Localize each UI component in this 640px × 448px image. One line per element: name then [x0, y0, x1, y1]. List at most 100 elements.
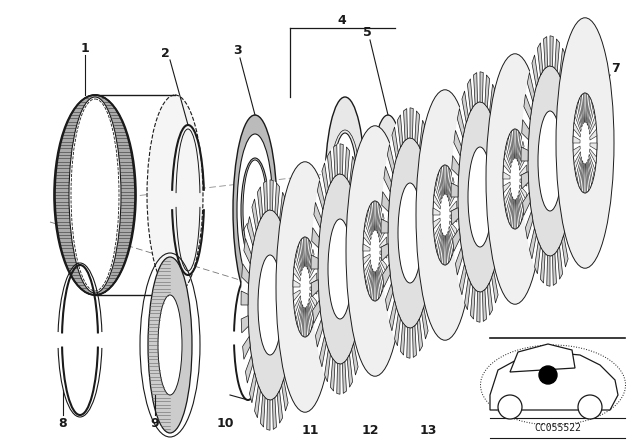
Polygon shape: [445, 236, 447, 265]
Polygon shape: [570, 107, 577, 129]
Polygon shape: [357, 191, 365, 219]
Polygon shape: [523, 192, 530, 215]
Polygon shape: [429, 274, 436, 300]
Polygon shape: [432, 233, 439, 247]
Polygon shape: [430, 121, 575, 213]
Polygon shape: [573, 122, 580, 137]
Polygon shape: [246, 356, 253, 383]
Polygon shape: [380, 257, 387, 272]
Polygon shape: [390, 300, 396, 331]
Polygon shape: [510, 131, 513, 160]
Ellipse shape: [521, 36, 579, 286]
Polygon shape: [372, 271, 374, 301]
Polygon shape: [470, 287, 475, 319]
Polygon shape: [483, 289, 486, 321]
Polygon shape: [404, 108, 408, 140]
Polygon shape: [573, 136, 580, 143]
Polygon shape: [520, 179, 527, 186]
Ellipse shape: [398, 183, 422, 283]
Polygon shape: [300, 239, 303, 268]
Polygon shape: [363, 254, 370, 265]
Ellipse shape: [363, 201, 387, 301]
Polygon shape: [589, 154, 595, 176]
Ellipse shape: [54, 95, 136, 295]
Ellipse shape: [333, 133, 357, 237]
Polygon shape: [415, 111, 420, 143]
Circle shape: [539, 366, 557, 384]
Polygon shape: [440, 167, 444, 196]
Polygon shape: [311, 255, 318, 269]
Polygon shape: [458, 108, 465, 138]
Polygon shape: [270, 180, 273, 211]
Polygon shape: [509, 197, 513, 224]
Text: 10: 10: [216, 417, 234, 430]
Polygon shape: [375, 271, 377, 301]
Polygon shape: [511, 199, 515, 228]
Polygon shape: [255, 385, 260, 418]
Polygon shape: [518, 141, 524, 165]
Polygon shape: [567, 83, 575, 111]
Polygon shape: [282, 379, 288, 411]
Polygon shape: [519, 152, 526, 170]
Polygon shape: [310, 293, 317, 308]
Polygon shape: [381, 192, 389, 212]
Polygon shape: [303, 237, 305, 267]
Polygon shape: [580, 95, 584, 124]
Polygon shape: [310, 273, 317, 284]
Text: 12: 12: [361, 423, 379, 436]
Polygon shape: [577, 101, 582, 127]
Polygon shape: [516, 198, 520, 227]
Polygon shape: [241, 291, 248, 305]
Polygon shape: [521, 172, 529, 189]
Polygon shape: [506, 193, 512, 217]
Ellipse shape: [378, 146, 398, 234]
Ellipse shape: [458, 102, 502, 292]
Ellipse shape: [248, 210, 292, 400]
Polygon shape: [497, 119, 504, 146]
Polygon shape: [373, 201, 375, 230]
Polygon shape: [562, 235, 568, 267]
Polygon shape: [360, 215, 367, 237]
Polygon shape: [289, 346, 296, 372]
Polygon shape: [534, 241, 540, 274]
Ellipse shape: [526, 110, 554, 180]
Polygon shape: [395, 314, 401, 346]
Polygon shape: [559, 48, 565, 81]
Polygon shape: [460, 264, 467, 295]
Polygon shape: [525, 211, 532, 239]
Polygon shape: [513, 129, 515, 159]
Polygon shape: [296, 301, 301, 325]
Polygon shape: [349, 156, 355, 189]
Polygon shape: [297, 245, 302, 271]
Polygon shape: [430, 179, 437, 202]
Polygon shape: [552, 254, 556, 285]
Polygon shape: [362, 269, 369, 283]
Polygon shape: [324, 349, 330, 382]
Polygon shape: [412, 326, 417, 358]
Polygon shape: [510, 344, 575, 372]
Polygon shape: [467, 79, 473, 112]
Text: 13: 13: [419, 423, 436, 436]
Polygon shape: [442, 235, 444, 264]
Polygon shape: [362, 241, 369, 258]
Ellipse shape: [241, 180, 299, 430]
Polygon shape: [333, 145, 337, 177]
Polygon shape: [306, 237, 308, 267]
Text: CC055522: CC055522: [534, 423, 582, 433]
Ellipse shape: [451, 72, 509, 322]
Polygon shape: [447, 234, 450, 263]
Polygon shape: [310, 287, 317, 294]
Polygon shape: [392, 127, 398, 159]
Text: 8: 8: [59, 417, 67, 430]
Polygon shape: [387, 144, 394, 174]
Polygon shape: [280, 192, 285, 224]
Polygon shape: [319, 336, 326, 367]
Polygon shape: [449, 221, 456, 236]
Polygon shape: [420, 120, 426, 153]
Polygon shape: [495, 256, 502, 285]
Ellipse shape: [381, 108, 439, 358]
Polygon shape: [367, 209, 372, 235]
Polygon shape: [445, 165, 449, 195]
Polygon shape: [516, 129, 518, 159]
Polygon shape: [462, 91, 468, 123]
